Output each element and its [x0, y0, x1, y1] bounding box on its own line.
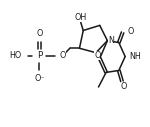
Text: P: P [37, 51, 42, 60]
Text: N: N [108, 36, 114, 44]
Text: O: O [121, 83, 127, 91]
Text: NH: NH [129, 52, 141, 61]
Text: HO: HO [9, 51, 21, 60]
Text: O: O [60, 51, 66, 60]
Text: O: O [94, 51, 100, 60]
Text: O: O [36, 29, 43, 38]
Text: OH: OH [75, 13, 87, 22]
Text: O: O [127, 27, 134, 36]
Text: O⁻: O⁻ [34, 74, 45, 83]
